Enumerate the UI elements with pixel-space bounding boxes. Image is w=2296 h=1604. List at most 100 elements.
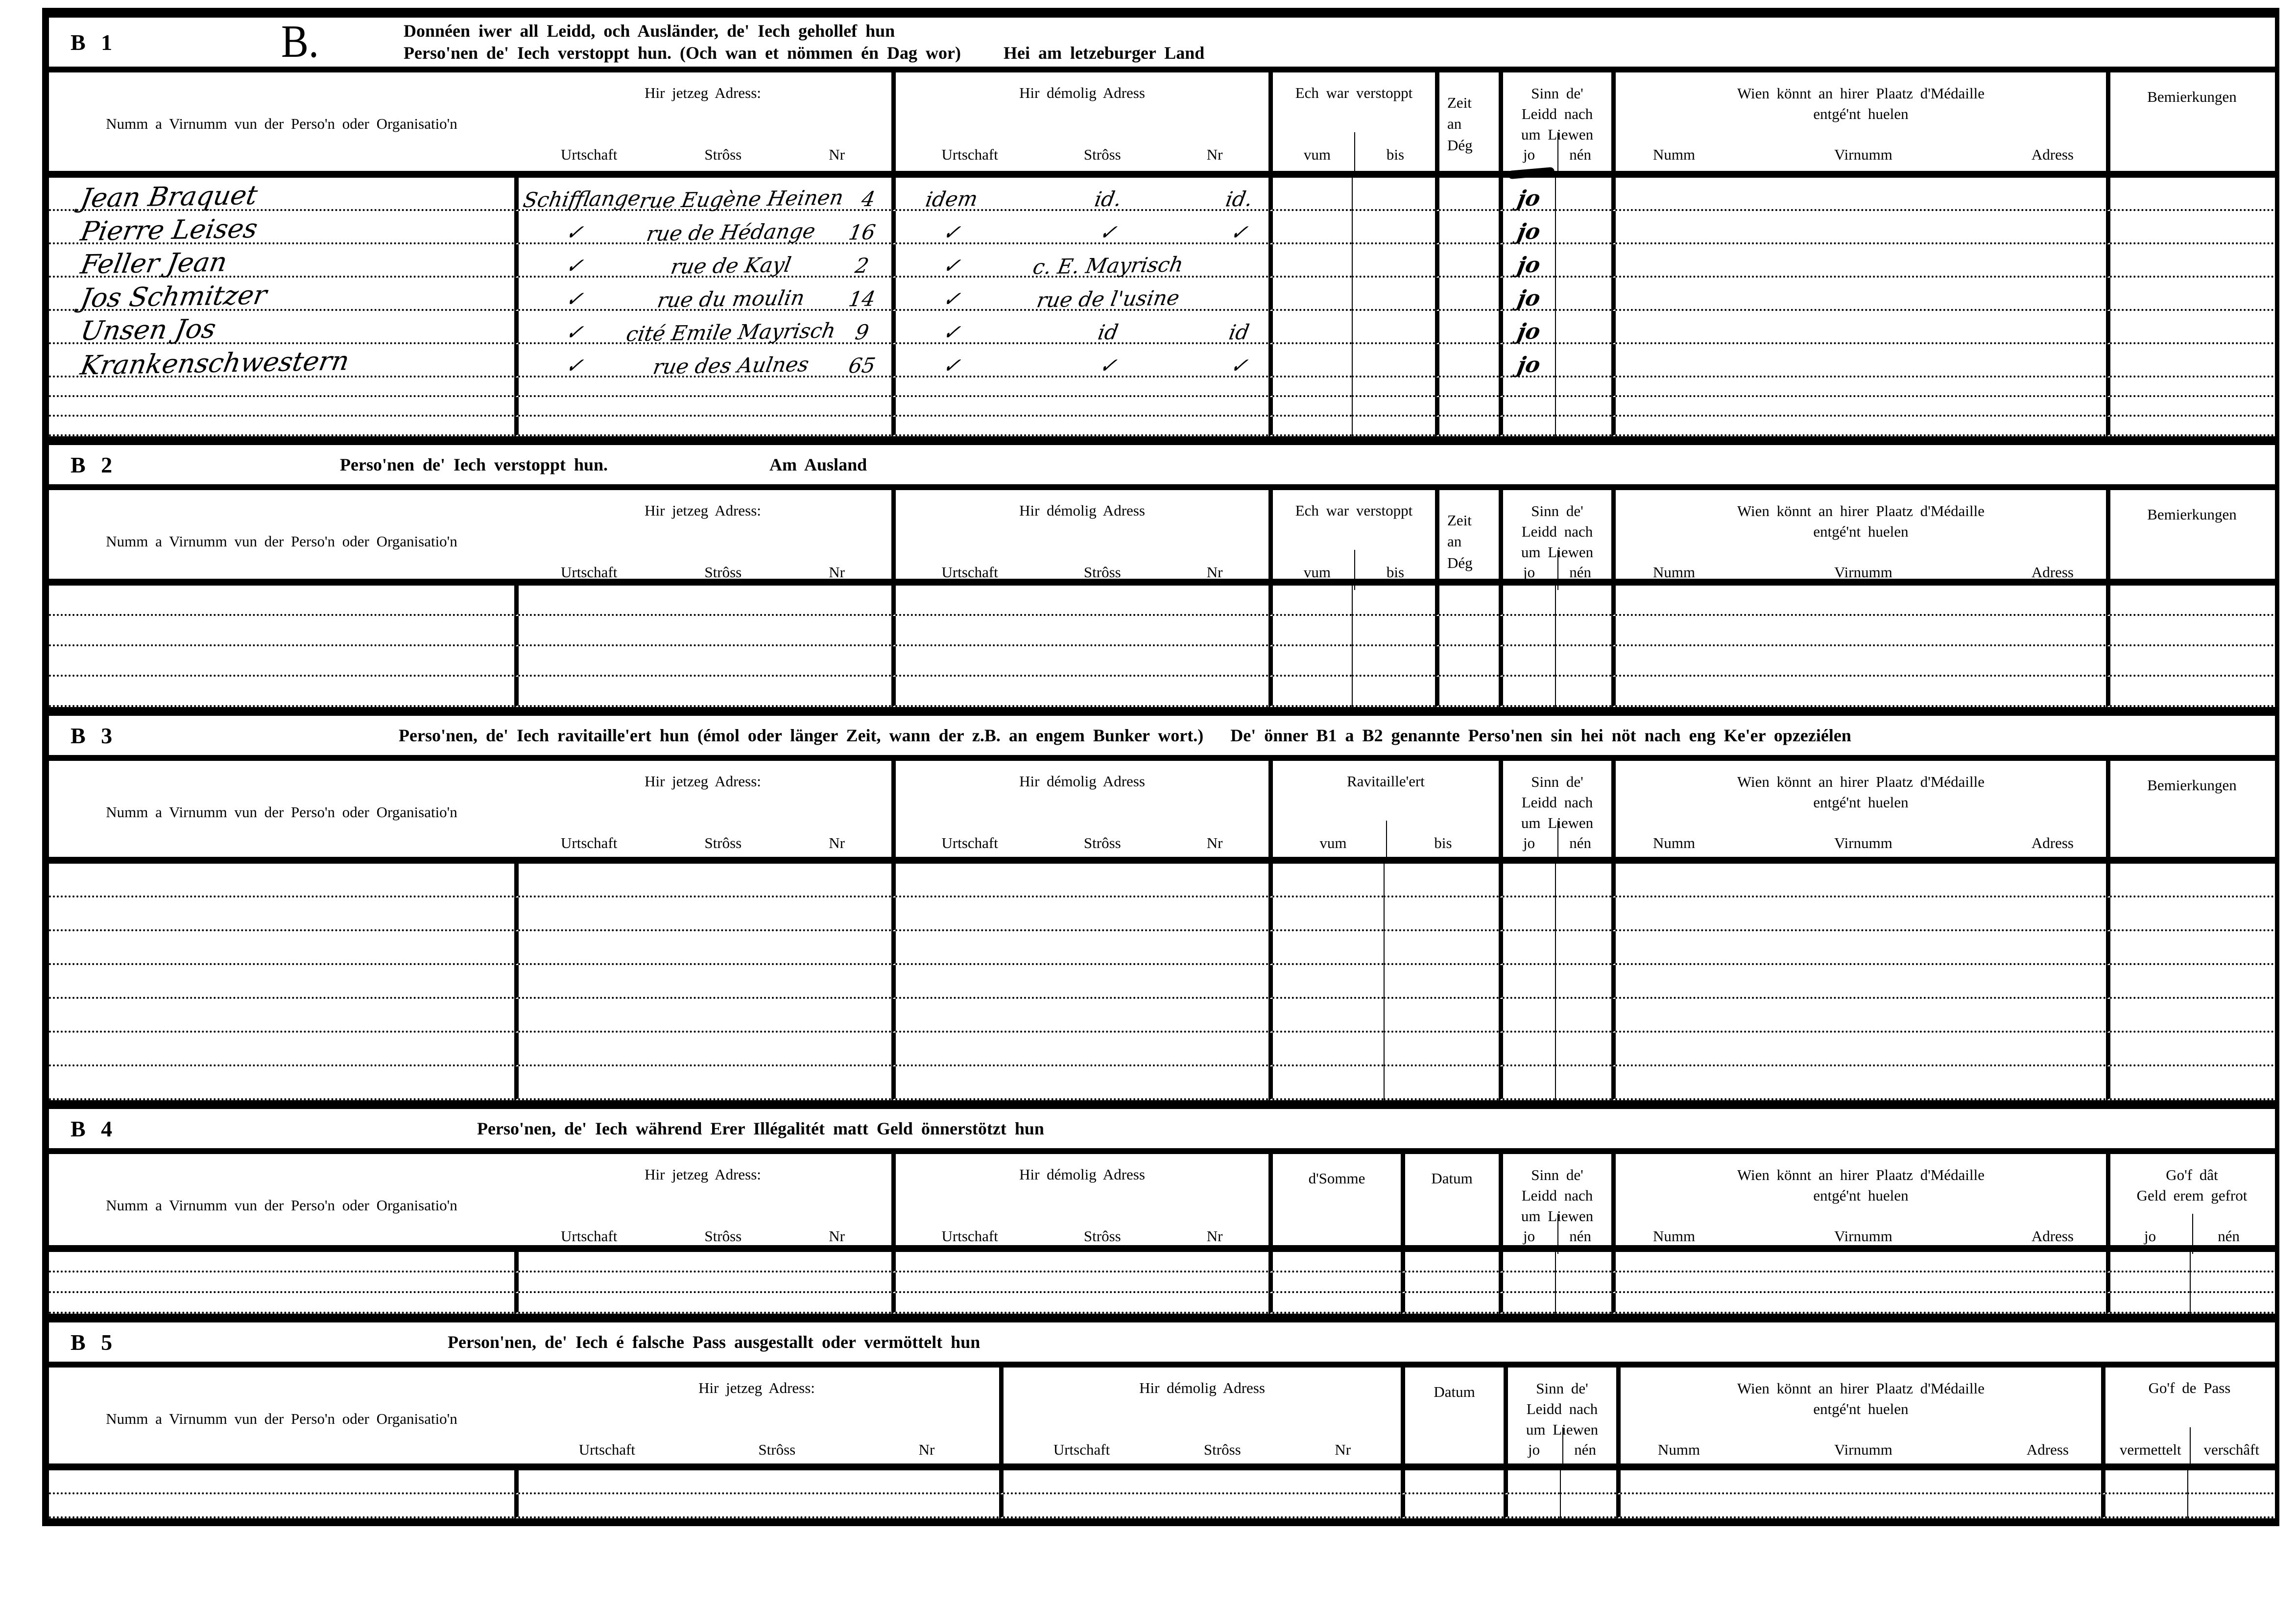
col-zeit-an-deg: Zeit an Dég <box>1435 490 1499 590</box>
name-cell: Feller Jean <box>49 244 514 280</box>
demolig-label: Hir démolig Adress <box>1019 84 1145 101</box>
empty-row <box>49 864 2275 897</box>
jetzeg-cell: ✓ rue du moulin 14 <box>514 278 891 312</box>
col-datum: Datum <box>1401 1368 1504 1467</box>
col-demolig-adress: Hir démolig Adress Urtschaft Strôss Nr <box>891 490 1268 590</box>
medaille-sublabels: Numm Virnumm Adress <box>1619 145 2103 165</box>
empty-row <box>49 397 2275 417</box>
divider <box>1386 821 1387 861</box>
divider <box>1354 550 1355 590</box>
section-b4: B 4 Perso'nen, de' Iech während Erer Ill… <box>49 1100 2275 1314</box>
col-zeit-an-deg: Zeit an Dég <box>1435 72 1499 172</box>
nr-label: Nr <box>1206 145 1223 163</box>
entry-name: Jos Schmitzer <box>78 279 269 313</box>
col-jetzeg-adress: Hir jetzeg Adress: Urtschaft Strôss Nr <box>514 72 891 172</box>
entry-name: Jean Braquet <box>78 179 260 213</box>
col-medaille: Wien könnt an hirer Plaatz d'Médaille en… <box>1611 72 2106 172</box>
demolig-cell: ✓ ✓ ✓ <box>891 211 1268 244</box>
nr-label: Nr <box>829 145 845 163</box>
section-b2: B 2 Perso'nen de' Iech verstoppt hun. Am… <box>49 436 2275 707</box>
empty-row <box>49 1252 2275 1273</box>
col-verstoppt: Ech war verstoppt vum bis <box>1268 490 1435 590</box>
vum-label: vum <box>1303 145 1331 163</box>
b5-label: B 5 <box>71 1329 118 1355</box>
entry-row: Krankenschwestern ✓ rue des Aulnes 65 ✓ … <box>49 344 2275 381</box>
col-demolig-adress: Hir démolig Adress Urtschaft Strôss Nr <box>999 1368 1401 1467</box>
demolig-cell: ✓ id id <box>891 311 1268 344</box>
entry-row: Pierre Leises ✓ rue de Hédange 16 ✓ ✓ ✓ … <box>49 211 2275 247</box>
verstoppt-sublabels: vum bis <box>1276 145 1432 165</box>
b5-title-row: B 5 Person'nen, de' Iech é falsche Pass … <box>49 1322 2275 1368</box>
numm-label: Numm <box>1653 145 1696 163</box>
adress-label: Adress <box>2031 145 2074 163</box>
name-cell: Krankenschwestern <box>49 344 514 381</box>
entry-name: Krankenschwestern <box>78 345 352 381</box>
empty-row <box>49 1033 2275 1066</box>
empty-row <box>49 1293 2275 1314</box>
b3-header-row: Numm a Virnumm vun der Perso'n oder Orga… <box>49 761 2275 864</box>
b1-title: Donnéen iwer all Leidd, och Ausländer, d… <box>404 20 1204 64</box>
demolig-cell: ✓ c. E. Mayrisch <box>891 244 1268 279</box>
col-gof-geld: Go'f dât Geld erem gefrot jo nén <box>2106 1154 2273 1254</box>
demolig-sublabels: Urtschaft Strôss Nr <box>899 145 1266 165</box>
col-medaille: Wien könnt an hirer Plaatz d'Médaille en… <box>1611 1154 2106 1254</box>
col-jetzeg-adress: Hir jetzeg Adress: Urtschaft Strôss Nr <box>578 1379 935 1458</box>
sinn-sublabels: jo nén <box>1506 145 1608 165</box>
empty-row <box>49 897 2275 931</box>
jo-cell: jo <box>1499 211 1555 245</box>
col-numm-virnumm: Numm a Virnumm vun der Perso'n oder Orga… <box>49 72 514 172</box>
b2-subtitle: Am Ausland <box>769 455 867 474</box>
b1-label: B 1 <box>71 29 118 55</box>
b1-header-row: Numm a Virnumm vun der Perso'n oder Orga… <box>49 72 2275 179</box>
b1-title-line1: Donnéen iwer all Leidd, och Ausländer, d… <box>404 21 895 41</box>
jo-cell: jo <box>1499 244 1555 278</box>
empty-row <box>49 586 2275 616</box>
col-jetzeg-adress: Hir jetzeg Adress: Urtschaft Strôss Nr <box>561 502 845 581</box>
divider <box>1354 132 1355 172</box>
entry-row: Unsen Jos ✓ cité Emile Mayrisch 9 ✓ id i… <box>49 311 2275 347</box>
b1-title-suffix: Hei am letzeburger Land <box>1003 43 1205 63</box>
demolig-cell: ✓ rue de l'usine <box>891 278 1268 312</box>
entry-name: Unsen Jos <box>78 313 218 347</box>
col-sinn-liewen: Sinn de' Leidd nach um Liewen jo nén <box>1499 490 1611 590</box>
col-demolig-adress: Hir démolig Adress Urtschaft Strôss Nr <box>891 1154 1268 1254</box>
b1-big-letter: B. <box>281 16 319 68</box>
jo-cell: jo <box>1499 278 1555 311</box>
b1-title-line2-wrap: Perso'nen de' Iech verstoppt hun. (Och w… <box>404 42 1204 64</box>
medaille-label: Wien könnt an hirer Plaatz d'Médaille en… <box>1737 85 1985 122</box>
empty-row <box>49 1273 2275 1293</box>
b1-title-line2: Perso'nen de' Iech verstoppt hun. (Och w… <box>404 43 961 63</box>
divider <box>1557 550 1558 590</box>
name-cell: Pierre Leises <box>49 211 514 247</box>
name-cell: Jos Schmitzer <box>49 278 514 313</box>
jetzeg-cell: ✓ cité Emile Mayrisch 9 <box>514 311 891 346</box>
empty-row <box>49 417 2275 436</box>
stross-label: Strôss <box>1083 145 1121 163</box>
empty-row <box>49 999 2275 1033</box>
b2-title-row: B 2 Perso'nen de' Iech verstoppt hun. Am… <box>49 445 2275 490</box>
nen-label: nén <box>1569 145 1591 163</box>
stross-label: Strôss <box>704 145 742 163</box>
section-b3: B 3 Perso'nen, de' Iech ravitaille'ert h… <box>49 707 2275 1100</box>
b2-label: B 2 <box>71 452 118 477</box>
jo-cell: jo <box>1499 344 1555 378</box>
empty-row <box>49 646 2275 677</box>
col-numm-virnumm: Numm a Virnumm vun der Perso'n oder Orga… <box>106 532 457 550</box>
b3-title-row: B 3 Perso'nen, de' Iech ravitaille'ert h… <box>49 716 2275 761</box>
col-sinn-liewen: Sinn de' Leidd nach um Liewen jo nén <box>1504 1368 1616 1467</box>
divider <box>2189 1427 2191 1467</box>
col-sinn-liewen: Sinn de' Leidd nach um Liewen jo nén <box>1499 1154 1611 1254</box>
jetzeg-sublabels: Urtschaft Strôss Nr <box>517 145 888 165</box>
demolig-cell: idem id. id. <box>891 178 1268 212</box>
empty-row <box>49 1470 2275 1494</box>
b4-title-row: B 4 Perso'nen, de' Iech während Erer Ill… <box>49 1109 2275 1154</box>
empty-row <box>49 1494 2275 1518</box>
section-b5: B 5 Person'nen, de' Iech é falsche Pass … <box>49 1314 2275 1518</box>
entry-row: Jean Braquet Schifflange rue Eugène Hein… <box>49 178 2275 213</box>
name-cell: Jean Braquet <box>49 178 514 213</box>
b4-label: B 4 <box>71 1116 118 1141</box>
divider <box>1557 132 1558 172</box>
b1-title-row: B 1 B. Donnéen iwer all Leidd, och Auslä… <box>49 18 2275 72</box>
virnumm-label: Virnumm <box>1834 145 1892 163</box>
